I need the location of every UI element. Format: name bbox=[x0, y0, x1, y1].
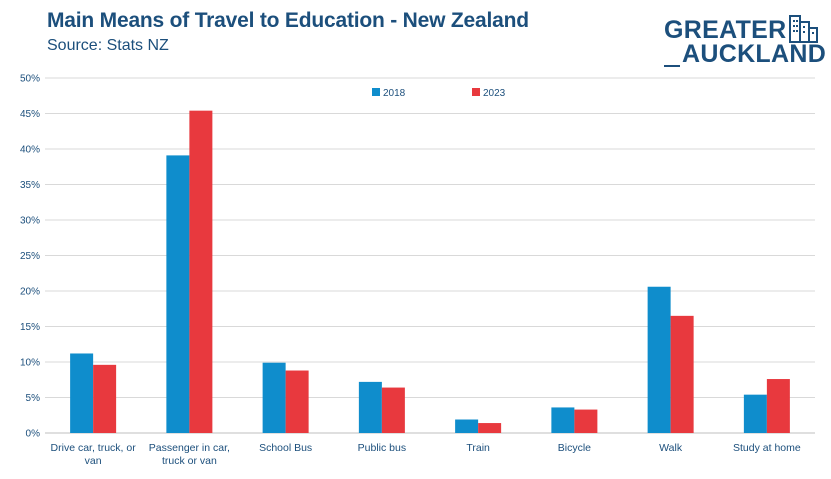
bar-2023 bbox=[285, 370, 309, 433]
y-tick-label: 45% bbox=[20, 109, 40, 120]
y-tick-label: 20% bbox=[20, 287, 40, 298]
y-tick-label: 50% bbox=[20, 74, 40, 85]
gridlines bbox=[45, 77, 815, 434]
chart-title: Main Means of Travel to Education - New … bbox=[47, 9, 529, 32]
bar-2023 bbox=[93, 364, 117, 433]
bar-2018 bbox=[358, 381, 382, 433]
x-category-label: Passenger in car, truck or van bbox=[149, 442, 230, 467]
legend-label-2018: 2018 bbox=[383, 88, 406, 99]
x-category-label: Walk bbox=[659, 442, 683, 454]
bar-2018 bbox=[166, 155, 190, 433]
legend-swatch-2023 bbox=[472, 88, 480, 96]
x-axis-labels: Drive car, truck, or van Passenger in car,… bbox=[51, 442, 801, 467]
y-tick-label: 15% bbox=[20, 322, 40, 333]
bar-2023 bbox=[189, 110, 213, 433]
greater-auckland-logo: GREATER AUCKLAND bbox=[664, 14, 827, 68]
y-tick-label: 10% bbox=[20, 358, 40, 369]
y-tick-label: 5% bbox=[26, 393, 41, 404]
bar-2023 bbox=[381, 387, 405, 433]
legend-label-2023: 2023 bbox=[483, 88, 506, 99]
bar-2018 bbox=[551, 407, 575, 433]
bar-2018 bbox=[70, 353, 94, 433]
logo-text-line1: GREATER bbox=[664, 16, 787, 44]
y-tick-label: 0% bbox=[26, 429, 41, 440]
logo-underline bbox=[664, 65, 680, 67]
bar-2018 bbox=[743, 394, 767, 433]
y-tick-label: 40% bbox=[20, 145, 40, 156]
legend-swatch-2018 bbox=[372, 88, 380, 96]
bar-2023 bbox=[766, 379, 790, 433]
x-category-label: Public bus bbox=[358, 442, 406, 454]
bar-2018 bbox=[262, 362, 286, 433]
y-tick-label: 35% bbox=[20, 180, 40, 191]
y-tick-label: 30% bbox=[20, 216, 40, 227]
bar-2023 bbox=[670, 315, 694, 433]
legend: 2018 2023 bbox=[372, 88, 506, 99]
x-category-label: Drive car, truck, or van bbox=[51, 442, 137, 467]
bar-2018 bbox=[647, 286, 671, 433]
building-icon bbox=[789, 15, 818, 43]
x-category-label: School Bus bbox=[259, 442, 312, 454]
bar-2018 bbox=[455, 419, 479, 433]
chart-subtitle: Source: Stats NZ bbox=[47, 37, 169, 54]
bar-2023 bbox=[478, 423, 502, 433]
x-category-label: Bicycle bbox=[558, 442, 591, 454]
bar-2023 bbox=[574, 409, 598, 433]
y-tick-label: 25% bbox=[20, 251, 40, 262]
x-category-label: Train bbox=[466, 442, 490, 454]
bars bbox=[70, 110, 790, 433]
logo-text-line2: AUCKLAND bbox=[682, 40, 827, 68]
y-axis-ticks: 0% 5% 10% 15% 20% 25% 30% 35% 40% 45% 50% bbox=[20, 74, 40, 440]
x-category-label: Study at home bbox=[733, 442, 801, 454]
